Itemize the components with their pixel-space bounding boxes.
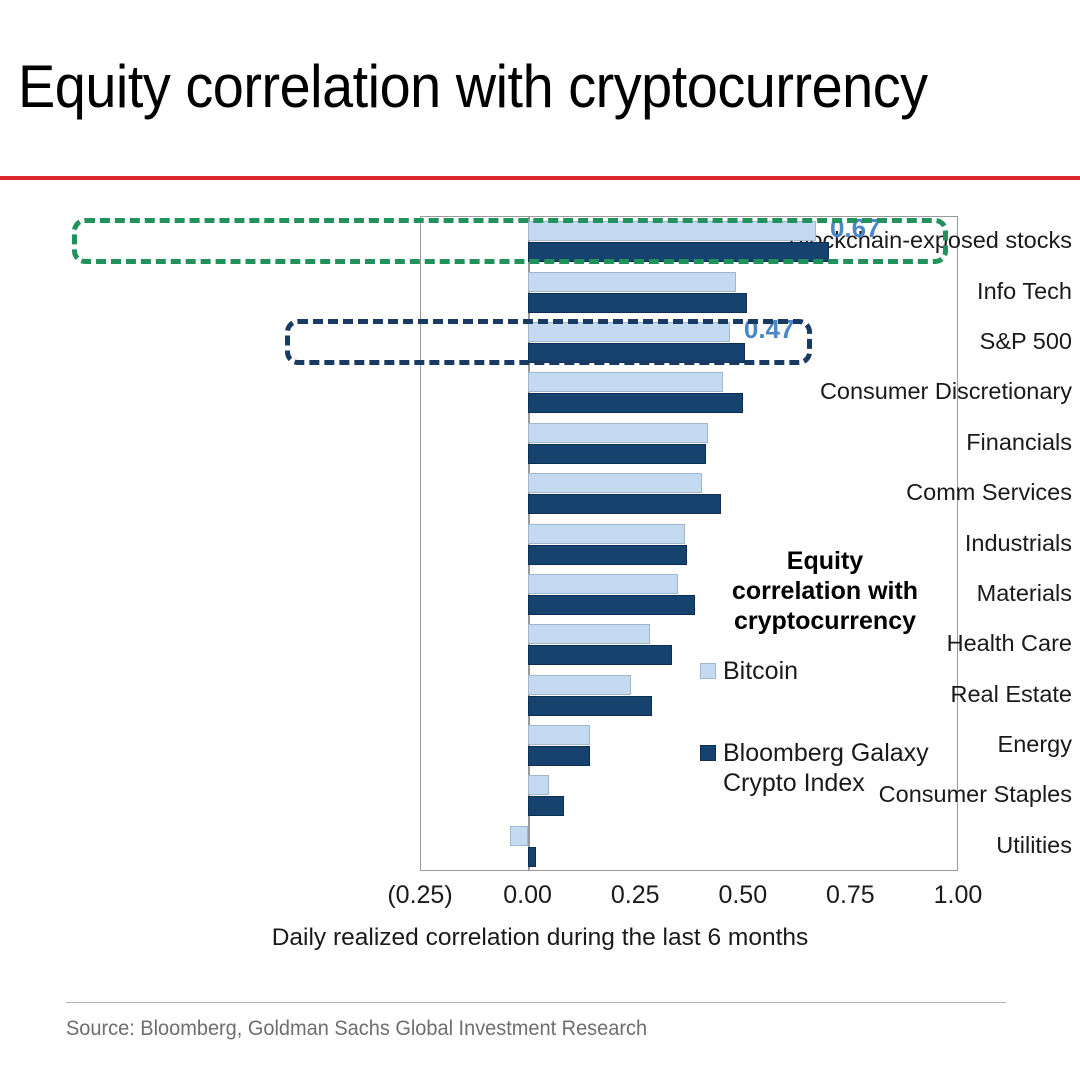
x-axis-title: Daily realized correlation during the la… (271, 924, 809, 951)
category-label: Materials (976, 579, 1072, 606)
legend-item-bitcoin[interactable]: Bitcoin (700, 656, 798, 686)
bar-bgci (527, 796, 565, 817)
category-label: Blockchain-exposed stocks (788, 227, 1072, 254)
bar-bgci (527, 695, 653, 716)
bar-bitcoin (527, 624, 651, 645)
x-tick-label: 0.00 (503, 881, 552, 909)
legend-title-line-2: correlation with (731, 577, 919, 605)
x-tick-label: 1.00 (933, 881, 983, 909)
zero-axis-line (528, 216, 530, 871)
bar-bitcoin (527, 473, 702, 494)
legend-title-line-1: Equity (786, 547, 864, 575)
legend-title: Equity correlation with cryptocurrency (700, 546, 950, 636)
category-label: Industrials (964, 529, 1072, 556)
category-label: Comm Services (906, 479, 1072, 506)
bar-bitcoin (510, 825, 528, 846)
page-title: Equity correlation with cryptocurrency (18, 53, 928, 120)
bar-bgci (527, 494, 722, 515)
x-tick-label: 0.50 (718, 881, 768, 909)
title-divider (0, 176, 1080, 180)
bar-bgci (527, 393, 743, 414)
category-label: Energy (997, 731, 1072, 758)
legend-title-line-3: cryptocurrency (733, 607, 917, 635)
bar-bitcoin (527, 775, 550, 796)
bar-bitcoin (527, 271, 737, 292)
source-divider (66, 1002, 1006, 1003)
bar-bgci (527, 594, 696, 615)
category-label: Info Tech (977, 277, 1072, 304)
category-label: Consumer Discretionary (819, 378, 1072, 405)
legend-label-bgci-line-1: Bloomberg Galaxy (723, 739, 929, 767)
legend-swatch-bitcoin-icon (700, 663, 716, 679)
source-note: Source: Bloomberg, Goldman Sachs Global … (66, 1017, 648, 1040)
bar-bitcoin (527, 422, 709, 443)
legend-swatch-bgci-icon (700, 745, 716, 761)
bar-bgci (527, 292, 748, 313)
legend-label-bgci: Bloomberg Galaxy Crypto Index (723, 738, 929, 798)
bar-bitcoin (527, 372, 724, 393)
bar-bitcoin (527, 523, 685, 544)
category-label: S&P 500 (979, 327, 1072, 354)
legend-item-bloomberg-galaxy-crypto-index[interactable]: Bloomberg Galaxy Crypto Index (700, 738, 929, 798)
category-label: Financials (966, 428, 1072, 455)
bar-chart: Blockchain-exposed stocks Info Tech S&P 50… (0, 196, 1080, 986)
highlight-box-blockchain-exposed-stocks (72, 218, 948, 265)
bar-bitcoin (527, 674, 631, 695)
category-label: Consumer Staples (878, 781, 1072, 808)
bar-bgci (527, 645, 672, 666)
x-tick-label: (0.25) (387, 881, 453, 909)
highlight-box-sp-500 (285, 318, 812, 366)
category-label: Utilities (996, 831, 1072, 858)
bar-bitcoin (527, 725, 590, 746)
bar-bitcoin (527, 573, 679, 594)
bar-bgci (527, 746, 590, 767)
category-label: Health Care (946, 630, 1072, 657)
x-tick-label: 0.25 (610, 881, 660, 909)
bar-bgci (527, 544, 687, 565)
bar-bgci (527, 846, 537, 867)
bar-bgci (527, 443, 707, 464)
legend-label-bitcoin: Bitcoin (723, 657, 799, 685)
category-label: Real Estate (950, 680, 1072, 707)
x-tick-label: 0.75 (826, 881, 875, 909)
chart-legend: Equity correlation with cryptocurrency B… (700, 546, 968, 797)
legend-label-bgci-line-2: Crypto Index (723, 769, 865, 797)
